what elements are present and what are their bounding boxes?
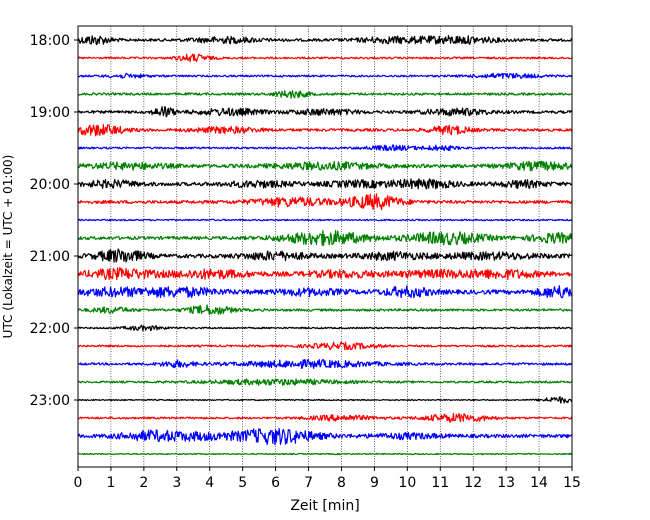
x-tick-label: 11 xyxy=(431,475,449,491)
trace-row-2330 xyxy=(77,428,573,446)
trace-row-2245 xyxy=(77,378,573,386)
x-tick-label: 5 xyxy=(238,475,247,491)
trace-row-2100 xyxy=(77,248,573,263)
trace-row-2345 xyxy=(77,452,573,456)
trace-row-1815 xyxy=(78,53,573,63)
trace-row-1945 xyxy=(77,160,573,172)
x-tick-label: 12 xyxy=(464,475,482,491)
trace-row-1900 xyxy=(77,106,573,118)
x-tick-label: 8 xyxy=(337,475,346,491)
y-tick-label: 20:00 xyxy=(30,177,70,193)
plot-frame xyxy=(77,25,573,468)
x-tick-label: 3 xyxy=(172,475,181,491)
x-tick-label: 7 xyxy=(304,475,313,491)
trace-row-2015 xyxy=(77,193,573,211)
trace-row-2230 xyxy=(77,359,573,369)
trace-row-1830 xyxy=(77,72,573,80)
trace-row-1800 xyxy=(77,35,572,46)
x-tick-label: 0 xyxy=(74,475,83,491)
x-tick-label: 10 xyxy=(398,475,416,491)
y-axis: 18:00 19:00 20:00 21:00 22:00 23:00 xyxy=(30,33,78,409)
x-tick-label: 4 xyxy=(205,475,214,491)
x-tick-label: 9 xyxy=(370,475,379,491)
trace-row-1930 xyxy=(77,144,573,152)
y-tick-label: 22:00 xyxy=(30,321,70,337)
x-axis-label: Zeit [min] xyxy=(290,498,359,514)
grid-lines xyxy=(110,26,540,467)
trace-row-2130 xyxy=(77,285,573,299)
y-axis-label: UTC (Lokalzeit = UTC + 01:00) xyxy=(1,155,15,339)
trace-row-2030 xyxy=(77,218,573,222)
trace-row-2000 xyxy=(77,178,573,190)
trace-row-1915 xyxy=(77,124,573,137)
trace-row-2315 xyxy=(78,412,573,423)
x-tick-label: 14 xyxy=(530,475,548,491)
trace-row-2045 xyxy=(77,230,573,247)
trace-row-2115 xyxy=(77,267,573,281)
x-tick-label: 2 xyxy=(139,475,148,491)
x-axis: 0 1 2 3 4 5 6 7 8 9 10 11 12 13 14 15 xyxy=(74,467,581,491)
y-tick-label: 19:00 xyxy=(30,105,70,121)
y-tick-label: 21:00 xyxy=(30,249,70,265)
x-tick-label: 6 xyxy=(271,475,280,491)
y-tick-label: 23:00 xyxy=(30,393,70,409)
trace-row-2215 xyxy=(77,341,573,351)
trace-row-2300 xyxy=(77,396,573,404)
x-tick-label: 15 xyxy=(563,475,581,491)
trace-series xyxy=(77,35,573,456)
y-tick-label: 18:00 xyxy=(30,33,70,49)
trace-row-2200 xyxy=(77,324,573,332)
x-tick-label: 13 xyxy=(497,475,515,491)
trace-row-2145 xyxy=(78,304,573,316)
trace-row-1845 xyxy=(77,90,573,99)
x-tick-label: 1 xyxy=(106,475,115,491)
